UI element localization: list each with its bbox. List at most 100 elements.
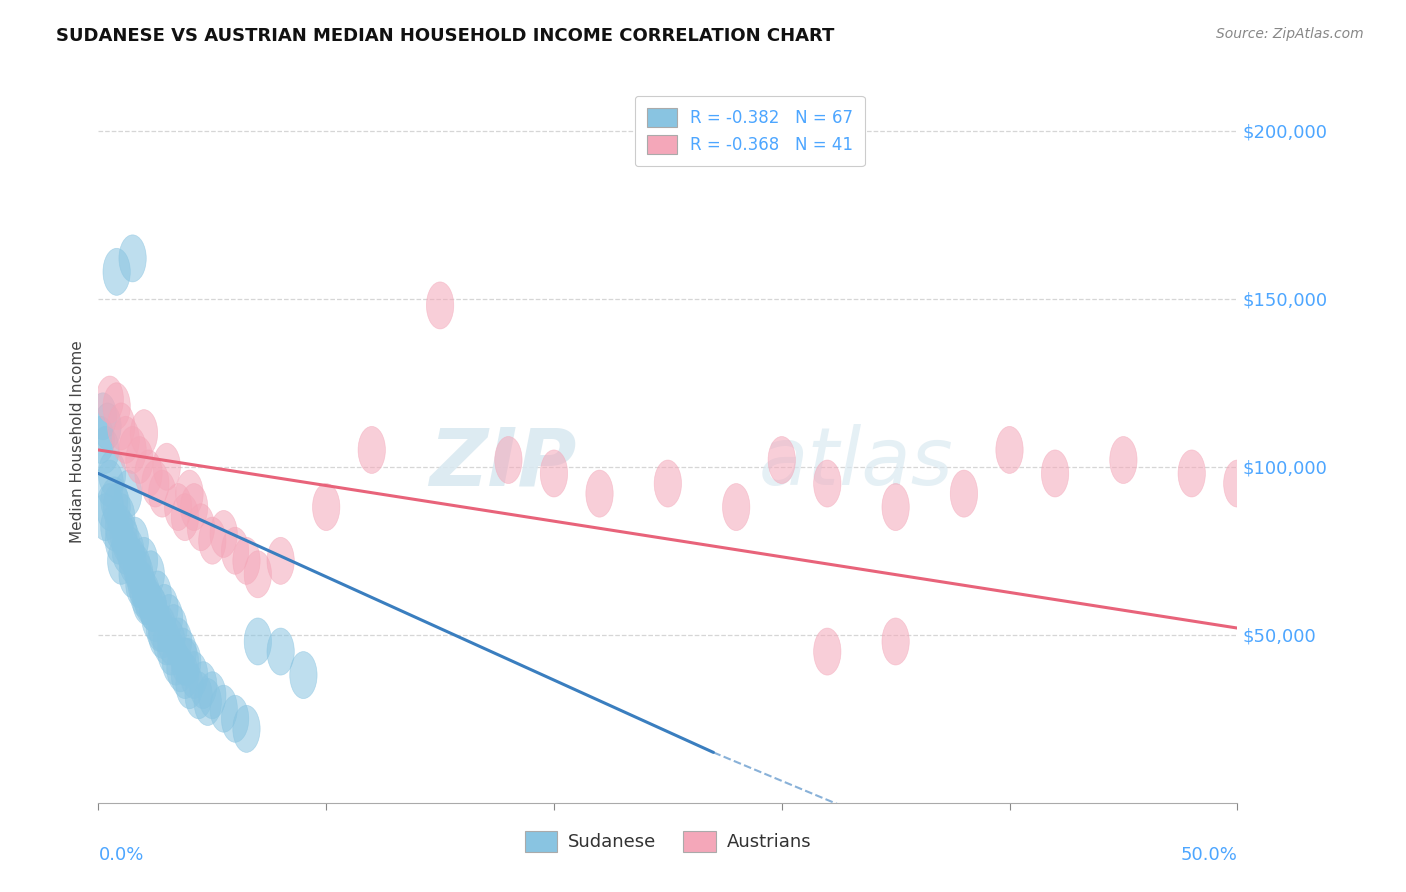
Ellipse shape bbox=[112, 417, 139, 463]
Ellipse shape bbox=[124, 544, 150, 591]
Ellipse shape bbox=[160, 605, 187, 651]
Ellipse shape bbox=[120, 426, 146, 474]
Ellipse shape bbox=[96, 483, 124, 531]
Ellipse shape bbox=[359, 426, 385, 474]
Ellipse shape bbox=[1109, 436, 1137, 483]
Ellipse shape bbox=[172, 638, 198, 685]
Ellipse shape bbox=[245, 618, 271, 665]
Ellipse shape bbox=[103, 483, 131, 531]
Ellipse shape bbox=[103, 248, 131, 295]
Ellipse shape bbox=[139, 584, 167, 632]
Ellipse shape bbox=[103, 383, 131, 430]
Ellipse shape bbox=[150, 584, 179, 632]
Ellipse shape bbox=[96, 460, 124, 507]
Ellipse shape bbox=[112, 527, 139, 574]
Ellipse shape bbox=[209, 685, 238, 732]
Ellipse shape bbox=[233, 537, 260, 584]
Ellipse shape bbox=[172, 651, 198, 698]
Ellipse shape bbox=[107, 493, 135, 541]
Ellipse shape bbox=[267, 537, 294, 584]
Ellipse shape bbox=[98, 450, 125, 497]
Ellipse shape bbox=[101, 504, 128, 550]
Ellipse shape bbox=[165, 483, 191, 531]
Ellipse shape bbox=[149, 470, 176, 517]
Y-axis label: Median Household Income: Median Household Income bbox=[69, 340, 84, 543]
Ellipse shape bbox=[187, 504, 215, 550]
Text: SUDANESE VS AUSTRIAN MEDIAN HOUSEHOLD INCOME CORRELATION CHART: SUDANESE VS AUSTRIAN MEDIAN HOUSEHOLD IN… bbox=[56, 27, 835, 45]
Ellipse shape bbox=[290, 651, 318, 698]
Ellipse shape bbox=[125, 561, 153, 607]
Ellipse shape bbox=[101, 477, 128, 524]
Ellipse shape bbox=[94, 403, 121, 450]
Ellipse shape bbox=[132, 578, 160, 624]
Ellipse shape bbox=[198, 517, 226, 565]
Ellipse shape bbox=[131, 537, 157, 584]
Ellipse shape bbox=[121, 517, 149, 565]
Ellipse shape bbox=[125, 550, 153, 598]
Ellipse shape bbox=[125, 436, 153, 483]
Ellipse shape bbox=[1042, 450, 1069, 497]
Ellipse shape bbox=[586, 470, 613, 517]
Ellipse shape bbox=[882, 618, 910, 665]
Legend: Sudanese, Austrians: Sudanese, Austrians bbox=[517, 823, 818, 859]
Ellipse shape bbox=[96, 376, 124, 423]
Ellipse shape bbox=[495, 436, 522, 483]
Ellipse shape bbox=[157, 628, 186, 675]
Ellipse shape bbox=[142, 460, 169, 507]
Ellipse shape bbox=[112, 517, 139, 565]
Ellipse shape bbox=[110, 510, 138, 558]
Ellipse shape bbox=[142, 594, 169, 641]
Ellipse shape bbox=[165, 618, 191, 665]
Ellipse shape bbox=[233, 706, 260, 752]
Ellipse shape bbox=[135, 578, 162, 624]
Text: ZIP: ZIP bbox=[429, 425, 576, 502]
Ellipse shape bbox=[162, 638, 190, 685]
Text: atlas: atlas bbox=[759, 425, 953, 502]
Ellipse shape bbox=[540, 450, 568, 497]
Ellipse shape bbox=[132, 571, 160, 618]
Ellipse shape bbox=[190, 662, 217, 709]
Ellipse shape bbox=[153, 443, 180, 491]
Ellipse shape bbox=[172, 493, 198, 541]
Ellipse shape bbox=[426, 282, 454, 329]
Ellipse shape bbox=[194, 679, 221, 725]
Ellipse shape bbox=[245, 550, 271, 598]
Ellipse shape bbox=[114, 470, 142, 517]
Ellipse shape bbox=[157, 618, 186, 665]
Ellipse shape bbox=[814, 460, 841, 507]
Text: 50.0%: 50.0% bbox=[1181, 847, 1237, 864]
Ellipse shape bbox=[167, 645, 194, 692]
Ellipse shape bbox=[107, 403, 135, 450]
Ellipse shape bbox=[173, 638, 201, 685]
Ellipse shape bbox=[995, 426, 1024, 474]
Ellipse shape bbox=[120, 235, 146, 282]
Ellipse shape bbox=[221, 527, 249, 574]
Ellipse shape bbox=[149, 605, 176, 651]
Ellipse shape bbox=[138, 550, 165, 598]
Ellipse shape bbox=[1178, 450, 1205, 497]
Ellipse shape bbox=[120, 537, 146, 584]
Ellipse shape bbox=[91, 426, 120, 474]
Ellipse shape bbox=[312, 483, 340, 531]
Ellipse shape bbox=[156, 594, 183, 641]
Ellipse shape bbox=[209, 510, 238, 558]
Ellipse shape bbox=[654, 460, 682, 507]
Text: 0.0%: 0.0% bbox=[98, 847, 143, 864]
Ellipse shape bbox=[723, 483, 749, 531]
Ellipse shape bbox=[1223, 460, 1251, 507]
Ellipse shape bbox=[146, 605, 173, 651]
Ellipse shape bbox=[91, 493, 120, 541]
Ellipse shape bbox=[882, 483, 910, 531]
Ellipse shape bbox=[128, 561, 156, 607]
Ellipse shape bbox=[135, 450, 162, 497]
Ellipse shape bbox=[105, 504, 132, 550]
Ellipse shape bbox=[107, 537, 135, 584]
Ellipse shape bbox=[768, 436, 796, 483]
Ellipse shape bbox=[267, 628, 294, 675]
Ellipse shape bbox=[131, 409, 157, 457]
Ellipse shape bbox=[169, 628, 197, 675]
Ellipse shape bbox=[90, 392, 117, 440]
Ellipse shape bbox=[176, 470, 204, 517]
Ellipse shape bbox=[186, 672, 212, 719]
Ellipse shape bbox=[131, 571, 157, 618]
